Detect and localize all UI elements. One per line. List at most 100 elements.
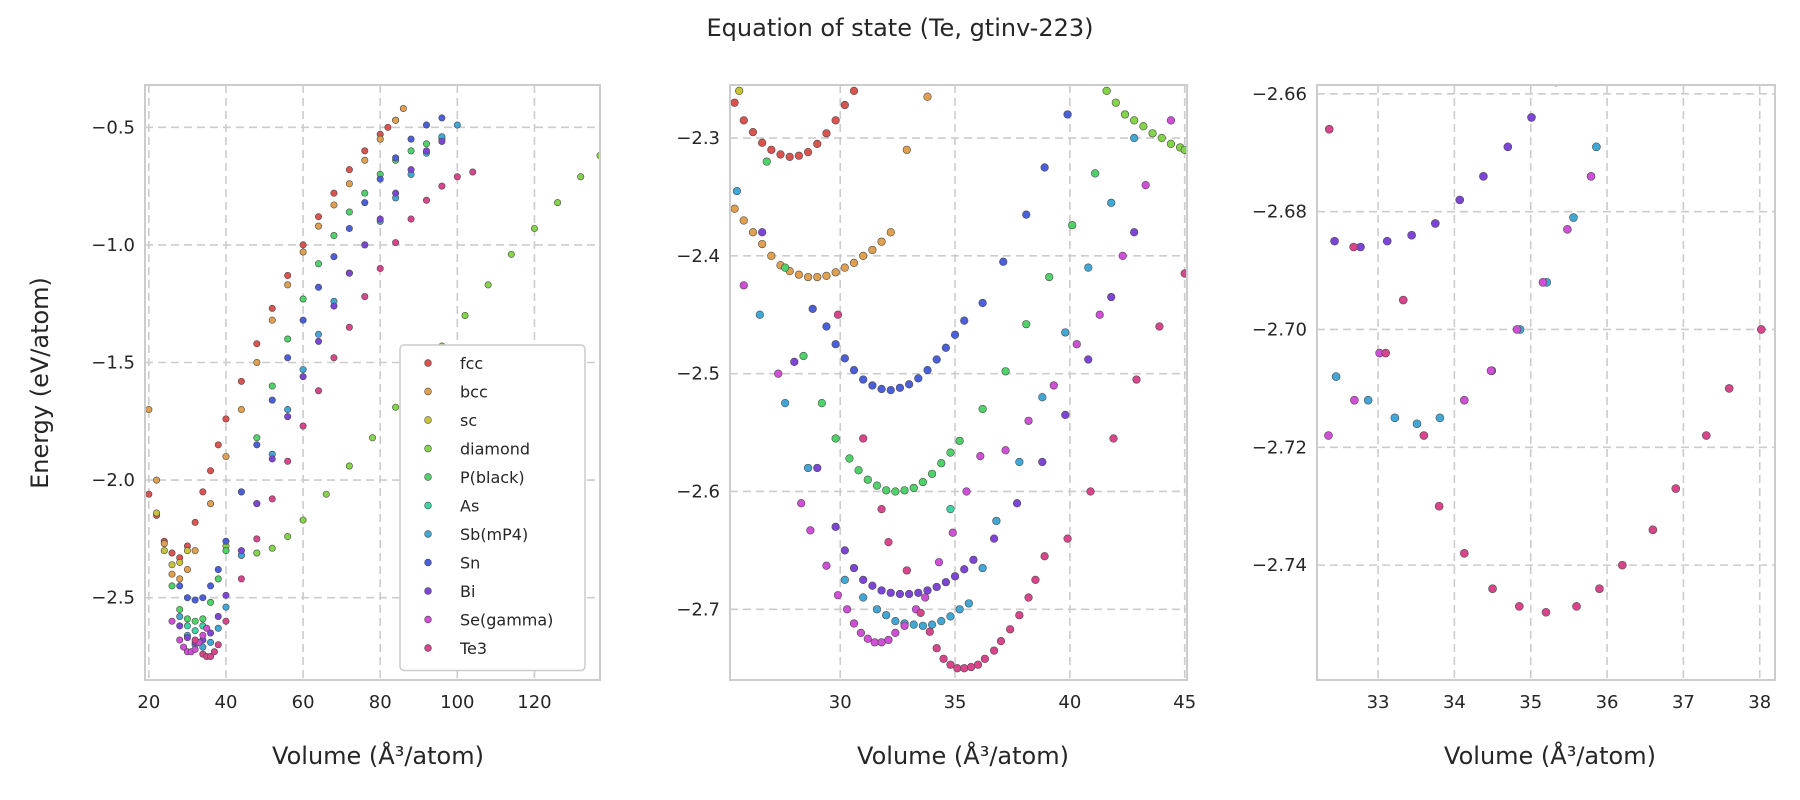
data-point: [803, 148, 813, 157]
y-tick-label: −0.5: [91, 117, 135, 138]
data-point: [960, 316, 969, 325]
points-layer: [145, 105, 600, 660]
data-point: [886, 228, 895, 237]
data-point: [905, 589, 914, 599]
data-point: [438, 114, 446, 122]
data-point: [1049, 381, 1058, 390]
data-point: [950, 330, 960, 339]
data-point: [284, 271, 292, 279]
data-point: [902, 145, 911, 154]
data-point: [831, 522, 840, 531]
data-point: [183, 622, 191, 630]
x-tick-label: 20: [137, 692, 160, 713]
data-point: [237, 575, 245, 583]
data-point: [1061, 328, 1070, 337]
data-point: [909, 483, 918, 493]
data-point: [361, 199, 369, 207]
data-point: [872, 605, 882, 614]
legend-label: sc: [460, 411, 477, 430]
legend-label: Te3: [459, 639, 487, 658]
data-point: [905, 380, 914, 389]
data-point: [813, 272, 822, 282]
data-point: [191, 547, 199, 555]
y-tick-label: −2.68: [1252, 202, 1307, 223]
y-tick-label: −2.6: [676, 481, 720, 502]
y-tick-label: −2.72: [1252, 437, 1307, 458]
data-point: [207, 598, 215, 606]
data-point: [803, 272, 813, 282]
data-point: [345, 269, 353, 277]
data-point: [989, 534, 999, 543]
data-point: [207, 638, 215, 646]
data-point: [1756, 325, 1766, 334]
data-point: [859, 575, 868, 584]
legend-label: fcc: [460, 354, 483, 373]
data-point: [739, 216, 748, 225]
data-point: [794, 270, 803, 279]
data-point: [315, 283, 323, 291]
data-point: [1166, 139, 1176, 149]
data-point: [863, 634, 872, 643]
data-point: [1434, 501, 1444, 511]
data-point: [199, 594, 207, 602]
y-tick-label: −2.4: [676, 246, 720, 267]
data-point: [845, 454, 854, 463]
data-point: [214, 441, 222, 449]
data-point: [831, 434, 840, 443]
data-point: [840, 100, 849, 110]
data-point: [1063, 110, 1072, 119]
data-point: [214, 613, 222, 621]
data-point: [891, 487, 900, 496]
data-point: [392, 239, 400, 247]
data-point: [1541, 607, 1551, 617]
data-point: [884, 538, 893, 547]
data-point: [790, 357, 799, 366]
data-point: [900, 486, 909, 495]
data-point: [1618, 560, 1627, 570]
data-point: [927, 620, 937, 629]
data-point: [199, 488, 207, 496]
data-point: [1324, 124, 1334, 134]
data-point: [1460, 549, 1469, 558]
data-point: [902, 566, 911, 575]
y-tick-label: −2.70: [1252, 319, 1307, 340]
data-point: [1576, 43, 1584, 51]
data-point: [1431, 219, 1440, 228]
data-point: [1087, 64, 1095, 72]
data-point: [315, 387, 323, 395]
data-point: [1398, 295, 1408, 305]
data-point: [1040, 552, 1049, 561]
data-point: [978, 298, 987, 308]
data-point: [909, 620, 918, 629]
legend-marker: [424, 359, 432, 367]
legend-box: [399, 344, 586, 672]
data-point: [946, 660, 955, 669]
data-point: [813, 463, 822, 473]
data-point: [937, 459, 946, 468]
data-point: [849, 366, 859, 375]
data-point: [237, 377, 245, 385]
data-point: [767, 145, 776, 154]
data-point: [345, 180, 353, 188]
data-point: [268, 396, 276, 404]
data-point: [284, 354, 292, 362]
data-point: [833, 310, 843, 319]
legend-marker: [424, 587, 432, 595]
data-point: [284, 406, 292, 414]
data-point: [438, 182, 446, 190]
data-point: [361, 189, 369, 197]
x-tick-label: 35: [1519, 692, 1542, 713]
data-point: [191, 518, 199, 526]
panel-right: Volume (Å³/atom) 33 34 35 36 37 38 −2.74 −2.72 −…: [1252, 43, 1776, 770]
data-point: [176, 636, 184, 644]
data-point: [330, 302, 338, 310]
data-point: [1024, 593, 1033, 602]
data-point: [469, 168, 477, 176]
data-point: [199, 631, 207, 639]
data-point: [831, 116, 840, 125]
panel-middle: Volume (Å³/atom) 30 35 40 45 −2.7 −2.6 −2.5 −2.…: [676, 64, 1196, 770]
data-point: [422, 147, 430, 155]
data-point: [183, 565, 191, 573]
points-layer: [730, 64, 1187, 673]
data-point: [361, 156, 369, 164]
